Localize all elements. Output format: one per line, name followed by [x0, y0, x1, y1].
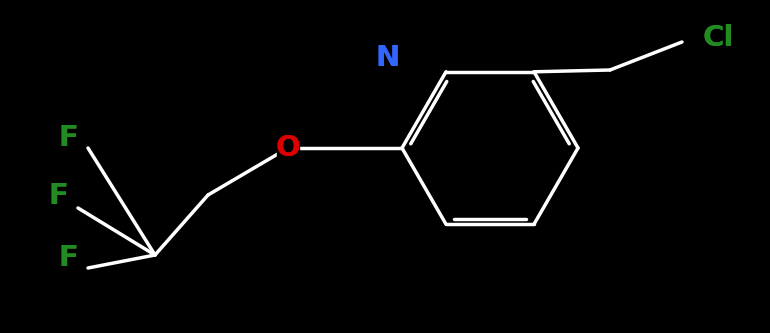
Bar	[47, 182, 69, 210]
Text: F: F	[58, 244, 78, 272]
Text: Cl: Cl	[702, 24, 734, 52]
Bar	[377, 44, 399, 72]
Text: F: F	[58, 244, 78, 272]
Text: Cl: Cl	[702, 24, 734, 52]
Text: N: N	[376, 44, 400, 72]
Text: F: F	[58, 124, 78, 152]
Text: F: F	[48, 182, 68, 210]
Text: F: F	[58, 124, 78, 152]
Bar	[57, 244, 79, 272]
Text: N: N	[376, 44, 400, 72]
Text: O: O	[276, 134, 300, 162]
Text: F: F	[48, 182, 68, 210]
Bar	[57, 124, 79, 152]
Bar	[277, 134, 299, 162]
Text: O: O	[276, 134, 300, 162]
Bar	[703, 24, 733, 52]
